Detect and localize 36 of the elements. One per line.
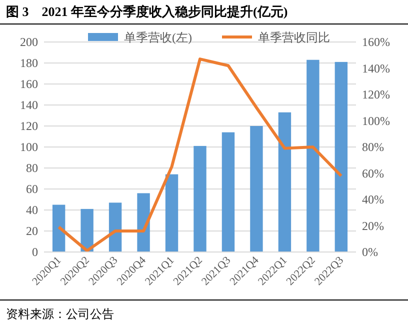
bar — [250, 126, 263, 252]
y2-tick-label: 0% — [362, 245, 378, 260]
y2-tick-label: 160% — [362, 35, 390, 50]
bar — [194, 146, 206, 252]
legend-label: 单季营收(左) — [124, 30, 192, 45]
legend-label: 单季营收同比 — [258, 30, 330, 45]
y-tick-label: 100 — [20, 140, 38, 154]
bar — [222, 132, 235, 252]
y2-tick-label: 40% — [362, 192, 384, 207]
y-tick-label: 160 — [20, 77, 38, 92]
bar — [334, 62, 348, 252]
line-series — [57, 58, 343, 252]
text: 资料来源：公司公告 — [6, 307, 114, 321]
y-tick-label: 0 — [32, 245, 38, 260]
y2-tick-label: 140% — [362, 61, 390, 76]
bar — [306, 60, 320, 252]
y2-tick-label: 60% — [362, 166, 384, 180]
y-tick-label: 180 — [20, 56, 38, 70]
y-tick-label: 60 — [26, 182, 38, 196]
bar — [137, 193, 150, 252]
y-tick-label: 20 — [26, 224, 38, 238]
bar — [52, 204, 66, 252]
y-tick-label: 200 — [20, 35, 38, 50]
y2-tick-label: 80% — [362, 140, 384, 154]
bar — [108, 202, 122, 252]
y2-tick-label: 100% — [362, 114, 390, 128]
chart-title: 图 3 2021 年至今分季度收入稳步同比提升(亿元) — [6, 4, 288, 19]
bar — [165, 174, 178, 252]
y-tick-label: 40 — [26, 203, 38, 218]
y-tick-label: 140 — [20, 98, 38, 112]
bar — [278, 112, 292, 252]
y-tick-label: 80 — [26, 161, 38, 176]
bar — [80, 208, 94, 252]
y2-tick-label: 20% — [362, 218, 384, 233]
y2-tick-label: 120% — [362, 88, 390, 102]
y-tick-label: 120 — [20, 119, 38, 134]
